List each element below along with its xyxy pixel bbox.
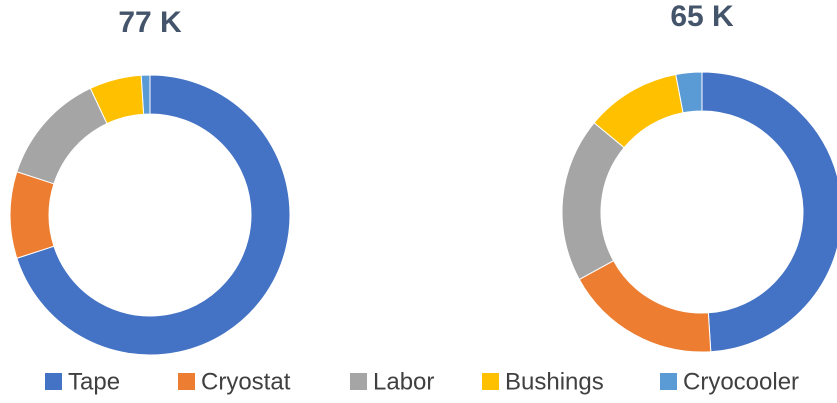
donut-slice	[9, 171, 55, 259]
legend-swatch	[45, 373, 62, 390]
chart-title: 77 K	[118, 6, 182, 39]
donut-slice	[16, 74, 291, 356]
legend-swatch	[350, 373, 367, 390]
donut-slice	[140, 74, 151, 115]
legend-label: Tape	[68, 368, 120, 395]
legend-label: Cryostat	[201, 368, 291, 395]
legend-label: Labor	[373, 368, 434, 395]
donut-slice	[16, 87, 108, 185]
legend-swatch	[482, 373, 499, 390]
legend-label: Bushings	[505, 368, 604, 395]
chart-title: 65 K	[670, 0, 734, 33]
donut-slice	[701, 71, 837, 353]
legend-swatch	[660, 373, 677, 390]
legend-swatch	[178, 373, 195, 390]
donut-slice	[578, 259, 712, 353]
legend-label: Cryocooler	[683, 368, 799, 395]
donut-slice	[675, 71, 703, 114]
donut-slice	[561, 122, 625, 281]
